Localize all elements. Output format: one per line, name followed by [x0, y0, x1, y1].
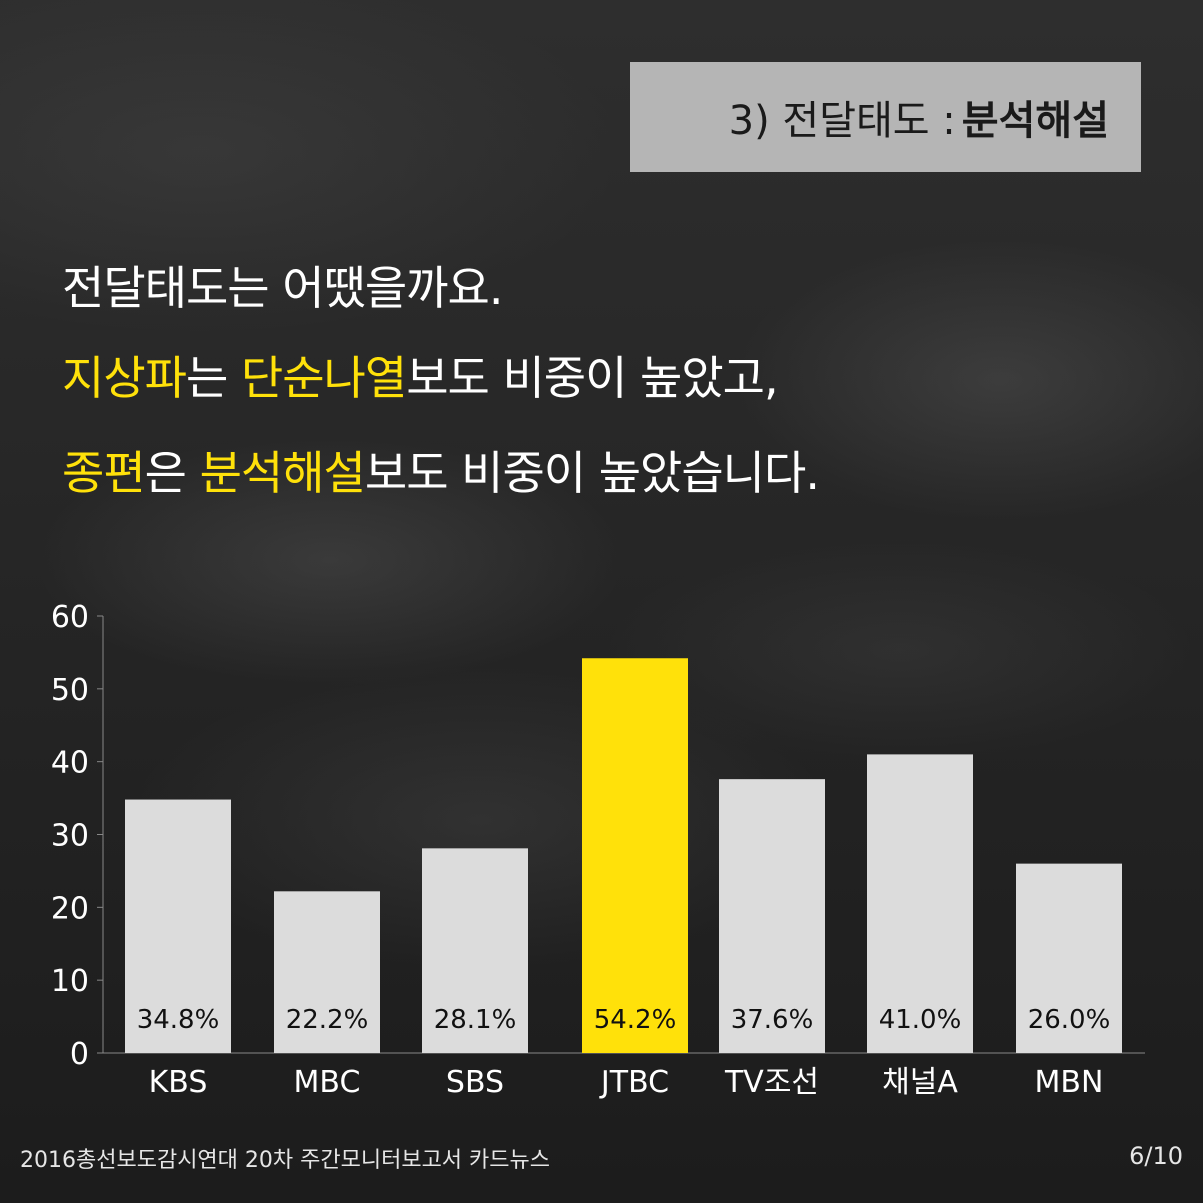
highlight-analysis: 분석해설 [199, 446, 366, 500]
y-tick-label: 40 [51, 746, 89, 781]
text-part: 보도 비중이 높았습니다. [364, 446, 820, 500]
text-part: 보도 비중이 높았고, [406, 351, 778, 405]
data-label: 41.0% [879, 1005, 962, 1035]
highlight-general-cable: 종편 [62, 446, 146, 500]
text-part: 는 [185, 351, 241, 405]
category-label: 채널A [882, 1065, 958, 1100]
bar [125, 799, 231, 1053]
badge-strong: 분석해설 [961, 98, 1109, 144]
data-label: 37.6% [731, 1005, 814, 1035]
headline-line-1: 전달태도는 어땠을까요. [62, 261, 503, 315]
category-label: SBS [446, 1065, 504, 1100]
category-label: MBC [294, 1065, 361, 1100]
badge-prefix: 3) 전달태도 : [728, 98, 956, 144]
category-label: MBN [1035, 1065, 1104, 1100]
highlight-simple-listing: 단순나열 [240, 351, 407, 405]
footer-source: 2016총선보도감시연대 20차 주간모니터보고서 카드뉴스 [20, 1148, 551, 1173]
category-label: TV조선 [724, 1065, 819, 1100]
category-label: KBS [149, 1065, 208, 1100]
bar [1016, 863, 1122, 1053]
page-number: 6/10 [1129, 1142, 1183, 1170]
bar [582, 658, 688, 1053]
bar [719, 779, 825, 1053]
section-badge: 3) 전달태도 : 분석해설 [630, 62, 1141, 172]
data-label: 28.1% [434, 1005, 517, 1035]
data-label: 22.2% [286, 1005, 369, 1035]
bar [867, 754, 973, 1053]
data-label: 26.0% [1028, 1005, 1111, 1035]
y-tick-label: 10 [51, 964, 89, 999]
bar [274, 891, 380, 1053]
data-label: 54.2% [594, 1005, 677, 1035]
y-tick-label: 20 [51, 891, 89, 926]
y-tick-label: 50 [51, 673, 89, 708]
text-part: 은 [144, 446, 200, 500]
highlight-terrestrial: 지상파 [62, 351, 187, 405]
category-label: JTBC [599, 1065, 669, 1100]
headline-line-3: 종편은 분석해설보도 비중이 높았습니다. [62, 437, 820, 503]
bar [422, 848, 528, 1053]
y-tick-label: 30 [51, 819, 89, 854]
y-tick-label: 0 [70, 1037, 89, 1072]
y-tick-label: 60 [51, 600, 89, 635]
data-label: 34.8% [137, 1005, 220, 1035]
headline-line-2: 지상파는 단순나열보도 비중이 높았고, [62, 342, 779, 408]
